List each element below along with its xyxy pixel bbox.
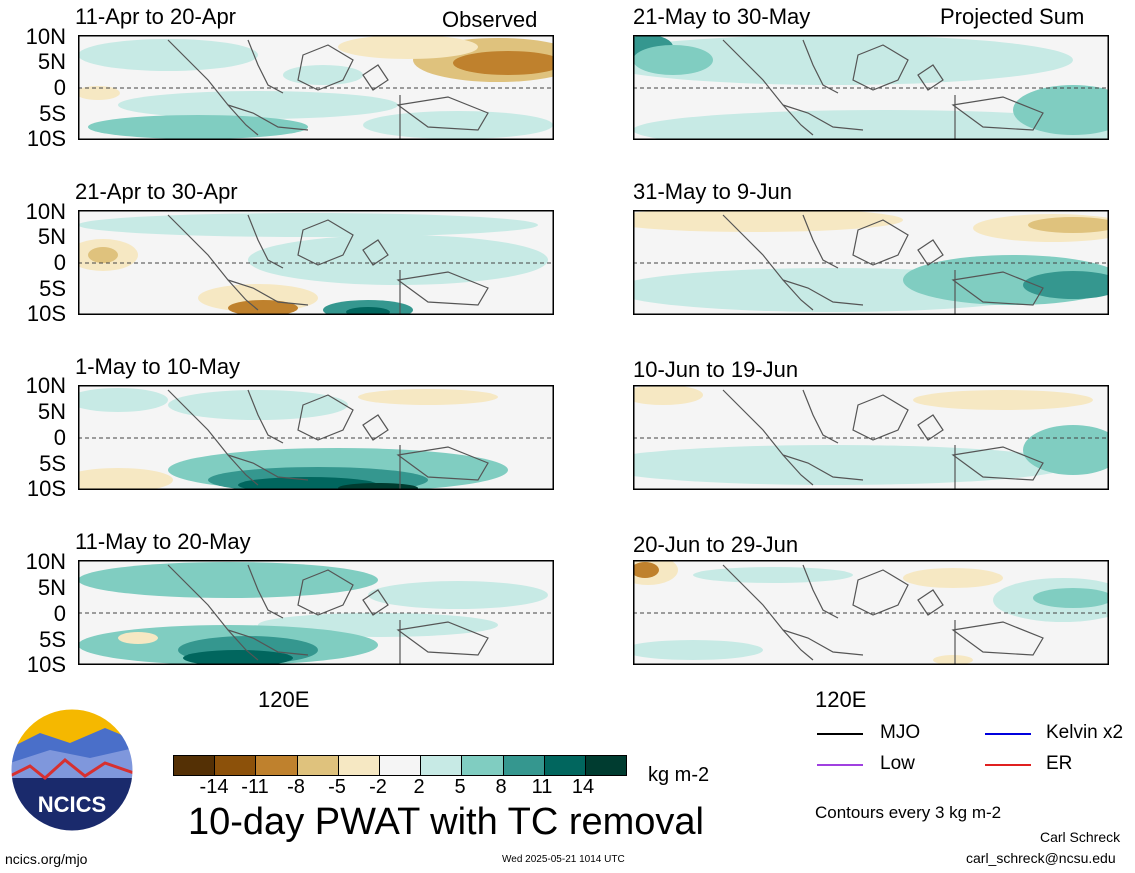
lon-label-right: 120E [815,687,867,712]
lat-label: 10N [25,549,66,574]
colorbar-tick: -11 [241,776,269,798]
colorbar-tick: 5 [454,776,466,798]
map-panel-6 [633,210,1109,315]
colorbar-tick: -14 [199,776,229,798]
colorbar-swatch [502,756,544,775]
colorbar-swatch [461,756,503,775]
lat-label: 5N [37,49,66,74]
lat-label: 10N [25,199,66,224]
ncics-logo: NCICS [10,708,134,832]
legend-label-mjo: MJO [880,722,921,743]
colorbar-tick: -8 [287,776,305,798]
lat-label: 10S [26,301,66,326]
lat-label: 0 [53,250,66,275]
legend-line-kelvin [985,733,1031,735]
legend-line-mjo [817,733,863,735]
main-title: 10-day PWAT with TC removal [188,801,704,843]
map-panel-1 [78,35,554,140]
lat-label: 5S [39,276,66,301]
colorbar [173,755,627,776]
map-panel-2 [78,210,554,315]
legend-label-kelvin: Kelvin x2 [1046,722,1124,743]
colorbar-units: kg m-2 [648,764,710,786]
lon-label-left: 120E [258,687,310,712]
lat-label: 10N [25,373,66,398]
colorbar-swatch [420,756,462,775]
lat-label: 10N [25,24,66,49]
panel-title-2: 21-Apr to 30-Apr [75,179,238,204]
colorbar-swatch [174,756,215,775]
colorbar-swatch [255,756,297,775]
map-panel-7 [633,385,1109,490]
map-panel-8 [633,560,1109,665]
panel-title-1: 11-Apr to 20-Apr [75,4,237,29]
legend-label-low: Low [880,753,915,774]
panel-title-6: 31-May to 9-Jun [633,179,792,204]
panel-title-4: 11-May to 20-May [75,529,251,554]
lat-label: 10S [26,652,66,677]
lat-label: 5N [37,399,66,424]
colorbar-swatch [214,756,256,775]
lat-label: 5S [39,101,66,126]
lat-label: 5N [37,575,66,600]
legend-line-er [985,764,1031,766]
colorbar-swatch [296,756,338,775]
colorbar-tick: 2 [413,776,425,798]
panel-title-3: 1-May to 10-May [75,354,241,379]
site-link[interactable]: ncics.org/mjo [5,851,88,867]
logo-text: NCICS [38,792,106,817]
colorbar-tick: -5 [328,776,346,798]
panel-title-8: 20-Jun to 29-Jun [633,532,799,557]
contours-note: Contours every 3 kg m-2 [815,803,1002,822]
observed-label: Observed [442,7,538,32]
colorbar-swatch [584,756,627,775]
map-panel-5 [633,35,1109,140]
lat-label: 5N [37,224,66,249]
panel-title-7: 10-Jun to 19-Jun [633,357,799,382]
map-panel-3 [78,385,554,490]
colorbar-tick: 14 [571,776,595,798]
lat-label: 10S [26,126,66,151]
lat-label: 10S [26,476,66,501]
legend-label-er: ER [1046,753,1073,774]
lat-label: 5S [39,451,66,476]
colorbar-swatch [337,756,379,775]
colorbar-swatch [543,756,585,775]
projected-sum-label: Projected Sum [940,4,1085,29]
timestamp: Wed 2025-05-21 1014 UTC [502,854,625,865]
colorbar-tick: 8 [495,776,507,798]
panel-title-5: 21-May to 30-May [633,4,811,29]
lat-label: 0 [53,75,66,100]
colorbar-swatch [378,756,421,775]
author-name: Carl Schreck [1040,829,1121,845]
lat-label: 0 [53,425,66,450]
colorbar-tick: -2 [369,776,387,798]
legend-line-low [817,764,863,766]
author-email[interactable]: carl_schreck@ncsu.edu [966,850,1116,866]
map-panel-4 [78,560,554,665]
lat-label: 0 [53,601,66,626]
lat-label: 5S [39,627,66,652]
colorbar-tick: 11 [531,776,553,798]
